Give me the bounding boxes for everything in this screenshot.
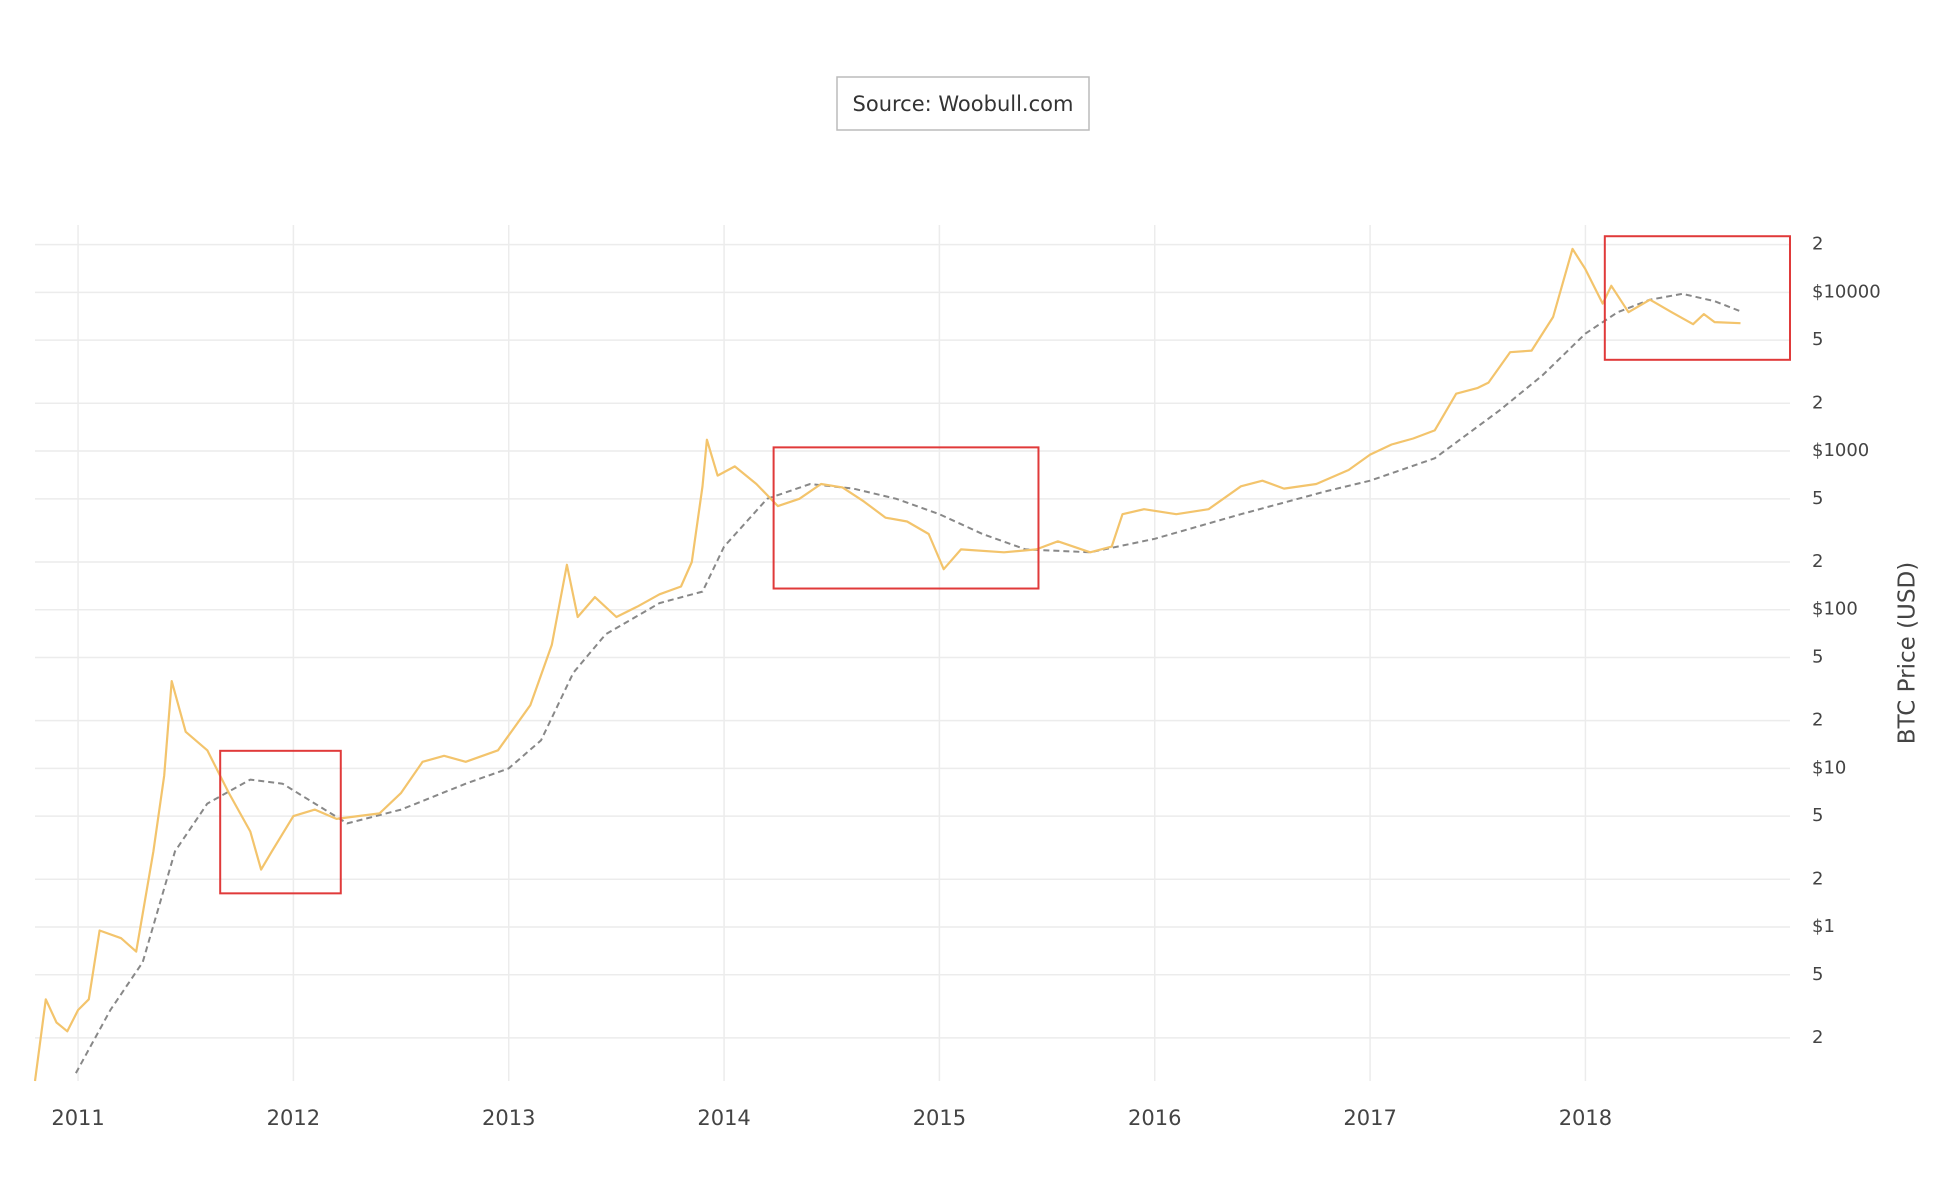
y-tick-label: 2 [1812,710,1823,731]
y-tick-label: 5 [1812,964,1823,985]
x-tick-label: 2011 [51,1106,104,1130]
y-tick-label: 2 [1812,551,1823,572]
x-tick-label: 2014 [697,1106,750,1130]
highlight-box [219,749,342,895]
price-line [33,247,1741,1082]
x-tick-label: 2018 [1559,1106,1612,1130]
moving-average-line [75,292,1741,1074]
y-tick-label: 5 [1812,646,1823,667]
y-tick-label: $10000 [1812,281,1881,302]
y-tick-label: 2 [1812,392,1823,413]
x-tick-label: 2013 [482,1106,535,1130]
x-tick-label: 2012 [267,1106,320,1130]
annotation-box [836,76,1090,131]
annotation: Source: Woobull.com [853,92,1074,116]
y-tick-label: $1000 [1812,440,1869,461]
x-tick-label: 2017 [1343,1106,1396,1130]
y-tick-label: 5 [1812,329,1823,350]
x-tick-label: 2015 [913,1106,966,1130]
y-tick-label: 5 [1812,488,1823,509]
y-tick-label: $100 [1812,599,1858,620]
highlight-box [772,446,1040,590]
y-tick-label: $1 [1812,916,1835,937]
x-tick-label: 2016 [1128,1106,1181,1130]
highlight-box [1603,235,1791,361]
y-tick-label: 2 [1812,234,1823,255]
y-tick-label: 2 [1812,868,1823,889]
y-tick-label: 5 [1812,805,1823,826]
y-tick-label: $10 [1812,757,1846,778]
y-tick-label: 2 [1812,1027,1823,1048]
y-axis-title: BTC Price (USD) [1895,562,1921,744]
